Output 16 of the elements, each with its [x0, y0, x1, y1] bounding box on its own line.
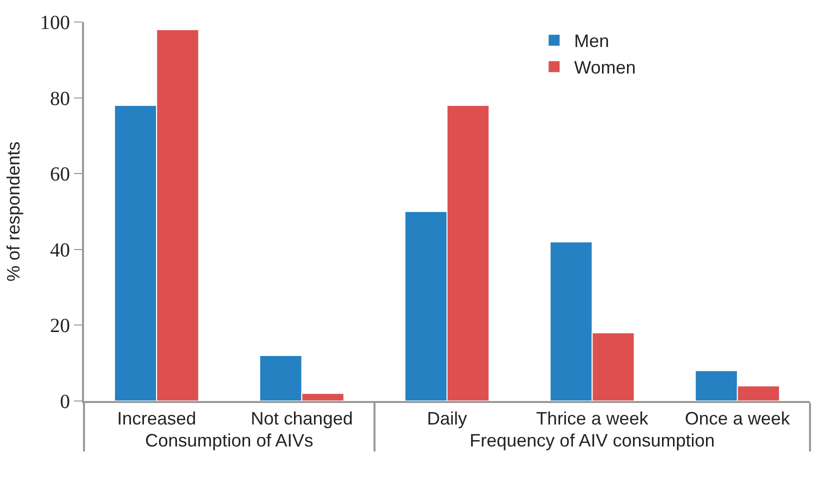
x-tick-label: Increased	[117, 408, 196, 429]
text: Consumption of AIVs	[145, 430, 314, 451]
x-tick-label: Daily	[426, 408, 468, 429]
x-tick-label: Thrice a week	[536, 408, 650, 429]
x-tick-label: Not changed	[250, 408, 353, 429]
y-tick-label: 80	[50, 88, 70, 110]
y-tick-label: 100	[40, 12, 70, 34]
y-axis-title: % of respondents	[4, 141, 24, 282]
y-tick-label: 0	[60, 391, 70, 413]
y-tick-label: 20	[50, 315, 70, 338]
text: Frequency of AIV consumption	[470, 430, 715, 451]
legend-label: Women	[574, 58, 636, 78]
x-tick-label: Once a week	[684, 408, 791, 429]
legend-label: Men	[574, 31, 610, 52]
y-tick-label: 40	[50, 239, 70, 262]
y-tick-label: 60	[50, 164, 70, 186]
